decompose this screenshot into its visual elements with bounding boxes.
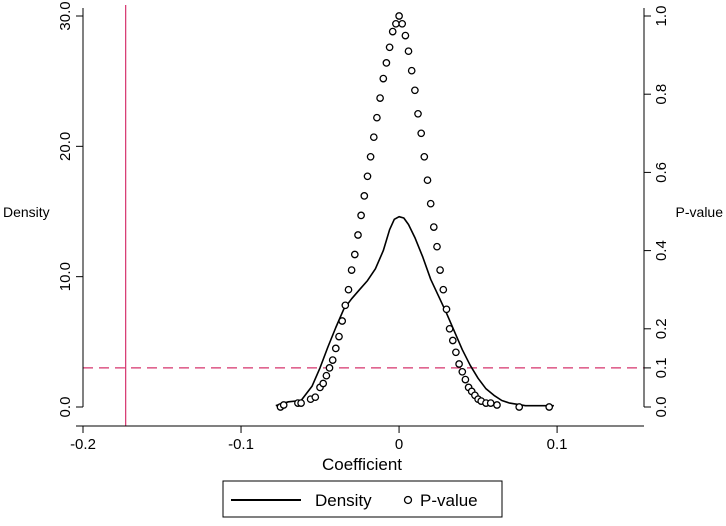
- right-y-tick-label: 0.8: [653, 84, 670, 105]
- pvalue-point: [429, 223, 438, 231]
- pvalue-point: [379, 74, 388, 83]
- pvalue-point: [404, 47, 413, 56]
- pvalue-point: [407, 66, 416, 75]
- reference-lines: [83, 5, 644, 426]
- pvalue-point: [436, 266, 444, 274]
- left-y-tick-label: 30.0: [57, 1, 74, 30]
- pvalue-point: [319, 379, 328, 388]
- pvalue-point: [392, 19, 400, 28]
- pvalue-point: [328, 356, 337, 364]
- pvalue-point: [401, 31, 410, 40]
- right-y-tick-label: 0.6: [653, 162, 670, 183]
- pvalue-point: [344, 285, 353, 294]
- pvalue-point: [452, 348, 460, 357]
- pvalue-point: [420, 152, 429, 161]
- pvalue-point: [363, 172, 372, 181]
- pvalue-point: [439, 285, 448, 294]
- pvalue-point: [338, 317, 347, 325]
- pvalue-point: [366, 152, 375, 161]
- legend-pvalue-label: P-value: [420, 491, 478, 510]
- pvalue-point: [442, 305, 451, 314]
- right-y-tick-label: 0.0: [653, 397, 670, 418]
- right-y-tick-label: 0.4: [653, 240, 670, 261]
- pvalue-point: [369, 133, 378, 142]
- pvalue-point: [376, 94, 384, 102]
- pvalue-point: [395, 12, 403, 20]
- pvalue-point: [423, 176, 432, 185]
- legend-pvalue-swatch: [403, 495, 413, 505]
- pvalue-point: [385, 43, 394, 52]
- pvalue-point: [354, 231, 362, 239]
- pvalue-point: [461, 375, 470, 384]
- x-tick-label: 0: [395, 436, 403, 453]
- pvalue-point: [445, 324, 454, 333]
- left-y-tick-label: 0.0: [57, 397, 74, 418]
- pvalue-point: [398, 19, 407, 28]
- pvalue-point: [297, 399, 305, 407]
- pvalue-point: [388, 27, 397, 36]
- pvalue-point: [426, 199, 435, 208]
- pvalue-point: [515, 403, 524, 411]
- pvalue-point: [458, 367, 467, 376]
- pvalue-point: [350, 250, 359, 259]
- pvalue-point: [325, 364, 334, 372]
- pvalue-point: [331, 344, 340, 353]
- pvalue-point: [486, 399, 495, 407]
- pvalue-point: [373, 113, 381, 122]
- x-tick-label: -0.1: [228, 436, 254, 453]
- plot-data: [275, 12, 554, 411]
- right-y-axis-label: P-value: [676, 204, 724, 220]
- pvalue-point: [347, 266, 356, 274]
- pvalue-point: [493, 401, 501, 409]
- legend-density-label: Density: [315, 491, 372, 510]
- right-y-tick-label: 1.0: [653, 6, 670, 27]
- left-y-tick-label: 20.0: [57, 132, 74, 161]
- pvalue-point: [414, 109, 422, 118]
- left-y-axis-label: Density: [3, 204, 50, 220]
- pvalue-point: [382, 59, 391, 67]
- x-axis-label: Coefficient: [322, 455, 402, 474]
- pvalue-point: [322, 371, 331, 380]
- pvalue-point: [357, 211, 365, 220]
- axes: -0.2 -0.1 0 0.1 0.0 10.0 20.0 30.0 0.0 0.1 0.2 0.4 0…: [57, 1, 670, 453]
- pvalue-point: [341, 301, 350, 310]
- pvalue-point: [455, 360, 463, 368]
- legend: Density P-value: [222, 480, 503, 518]
- right-y-tick-label: 0.2: [653, 318, 670, 339]
- pvalue-point: [433, 242, 441, 251]
- pvalue-point: [545, 403, 554, 411]
- pvalue-point: [279, 401, 288, 409]
- x-tick-label: -0.2: [70, 436, 96, 453]
- right-y-tick-label: 0.1: [653, 357, 670, 378]
- pvalue-point: [311, 393, 320, 402]
- pvalue-point: [411, 86, 419, 95]
- x-tick-label: 0.1: [547, 436, 568, 453]
- pvalue-point: [417, 129, 426, 138]
- pvalue-point: [360, 192, 369, 200]
- density-line: [275, 215, 554, 407]
- pvalue-point: [448, 336, 457, 345]
- left-y-tick-label: 10.0: [57, 262, 74, 291]
- pvalue-point: [335, 332, 343, 341]
